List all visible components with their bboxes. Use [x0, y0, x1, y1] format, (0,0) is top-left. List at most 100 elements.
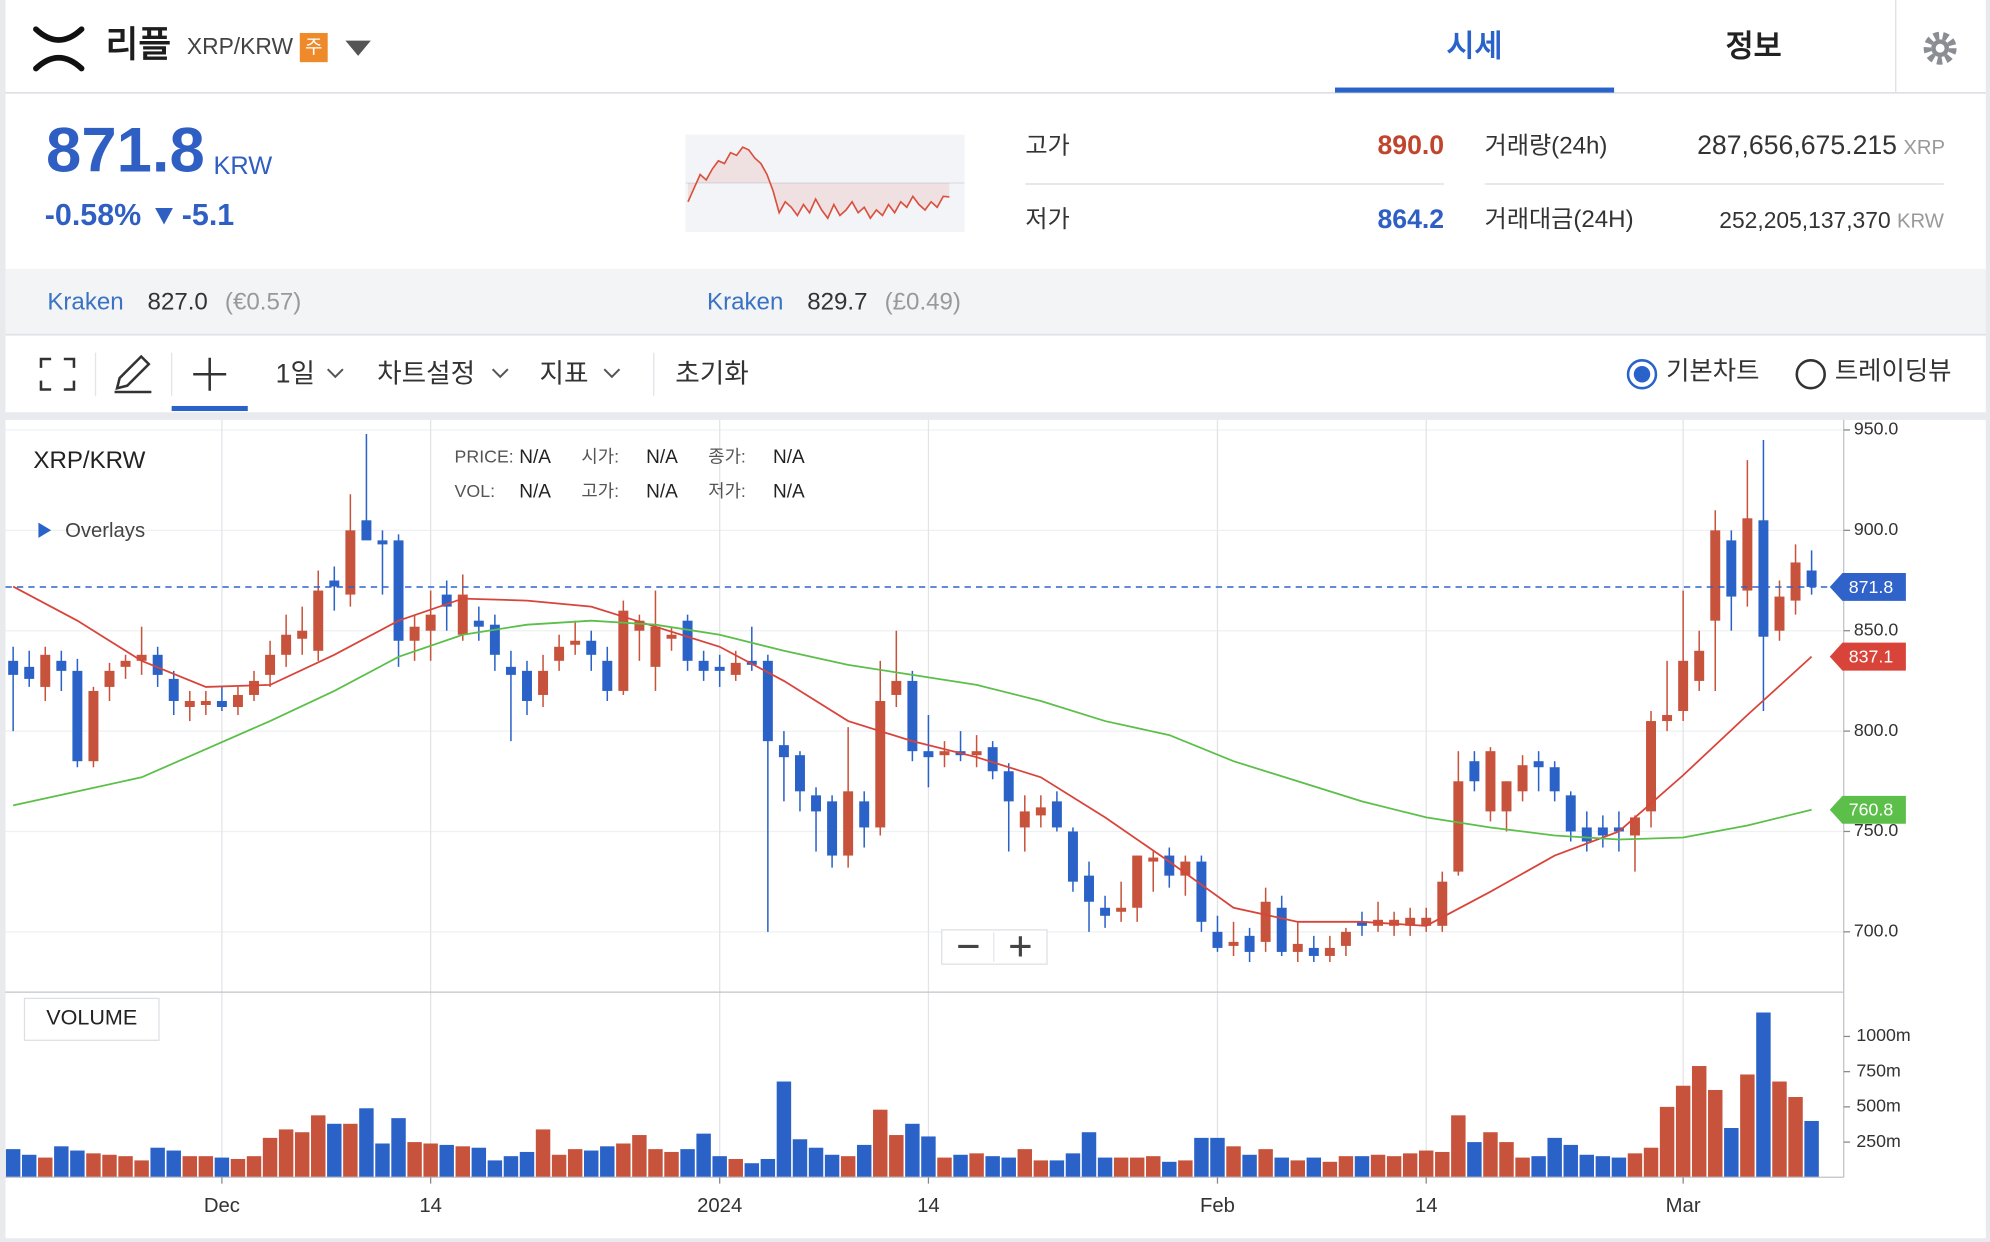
candle-body [650, 626, 661, 667]
volume-bar [969, 1153, 984, 1178]
chart-settings[interactable]: 차트설정 [377, 359, 475, 389]
badge [299, 32, 328, 63]
y-tick-label: 900.0 [1854, 519, 1899, 539]
volume-bar [921, 1136, 936, 1178]
fullscreen-icon[interactable] [39, 357, 76, 391]
candle-body [313, 590, 324, 651]
x-tick-label: Dec [204, 1195, 240, 1217]
label: 저가 [1025, 206, 1069, 233]
candle-body [939, 751, 950, 756]
exchange-name[interactable]: Kraken [707, 289, 783, 316]
volume-bar [840, 1156, 856, 1178]
volume-bar [696, 1133, 711, 1178]
exchange-name[interactable]: Kraken [47, 289, 123, 316]
volume-bar [632, 1135, 647, 1178]
moving-average-label: 760.8 [1849, 800, 1894, 820]
current-price-tag [1829, 572, 1906, 601]
volume-bar [1322, 1161, 1338, 1178]
volume-bar [776, 1081, 792, 1178]
candle-body [200, 700, 211, 705]
volume-bar [808, 1147, 824, 1178]
volume-bar [1804, 1120, 1819, 1178]
candle-body [1100, 907, 1111, 916]
candle-body [1051, 801, 1062, 828]
info-value: N/A [773, 447, 805, 468]
info-value: N/A [646, 481, 678, 502]
info-label: 저가: [708, 481, 746, 501]
volume-bar [134, 1160, 149, 1178]
volume-bar [391, 1118, 406, 1178]
tool-indicator [171, 405, 248, 412]
candle-body [907, 680, 918, 752]
candle-body [1116, 907, 1127, 912]
volume-bar [1065, 1153, 1081, 1178]
zoom-in[interactable] [1010, 936, 1031, 957]
radio[interactable] [1626, 359, 1658, 390]
volume-bar [567, 1149, 583, 1178]
label: 고가 [1025, 133, 1069, 160]
volume-bar [616, 1143, 631, 1178]
volume-bar [1659, 1106, 1675, 1178]
dropdown[interactable] [345, 40, 371, 56]
tab-indicator [1334, 87, 1615, 93]
reset[interactable]: 초기화 [675, 359, 748, 389]
candle-body [1035, 807, 1046, 816]
coin-name: 리플 [106, 24, 171, 64]
volume-bar [1113, 1157, 1129, 1178]
candle-body [570, 640, 581, 645]
candle-body [1485, 751, 1496, 812]
volume-bar [54, 1146, 69, 1178]
volume-bar [1146, 1156, 1161, 1178]
radio-dot [1633, 366, 1651, 383]
candle-body [1019, 811, 1030, 828]
candle-body [1678, 660, 1689, 712]
tab[interactable]: 시세 [1447, 29, 1503, 63]
indicators[interactable]: 지표 [540, 359, 589, 389]
volume-bar [214, 1157, 230, 1178]
volume-bar [198, 1156, 214, 1178]
high: 890.0 [1377, 130, 1444, 160]
candle-body [843, 791, 854, 856]
volume-bar [1129, 1157, 1145, 1178]
volume-bar [873, 1109, 888, 1178]
moving-average [12, 619, 1812, 841]
candle-body [1565, 795, 1576, 832]
candle-body [682, 620, 693, 661]
candle-body [554, 646, 565, 661]
candle-body [1148, 857, 1159, 862]
y-tick-label: 850.0 [1854, 619, 1899, 639]
candle-body [1389, 919, 1400, 926]
radio[interactable] [1795, 359, 1826, 390]
candle-body [120, 660, 131, 667]
y-tick-label: 1000m [1856, 1025, 1910, 1045]
volume-bar [744, 1163, 760, 1178]
x-tick-label: 14 [1415, 1195, 1438, 1217]
volume-bar [343, 1123, 358, 1178]
x-tick-label: 14 [419, 1195, 442, 1217]
expand-icon[interactable] [38, 522, 52, 538]
volume-bar [5, 1149, 21, 1178]
mode[interactable]: 기본차트 [1666, 358, 1759, 386]
candle-body [1421, 917, 1432, 926]
y-tick-label: 750m [1856, 1060, 1900, 1080]
chevron [603, 368, 621, 379]
candle-body [522, 670, 532, 701]
candle-body [249, 680, 259, 695]
volume-bar [1290, 1160, 1305, 1178]
crosshair-icon[interactable] [193, 357, 227, 391]
candle-body [1694, 650, 1705, 681]
candle-body [730, 662, 741, 675]
mode[interactable]: 트레이딩뷰 [1835, 358, 1952, 386]
candle-body [1067, 831, 1078, 882]
interval[interactable]: 1일 [276, 359, 315, 389]
settings-icon[interactable] [1923, 31, 1957, 65]
x-tick-label: 2024 [697, 1195, 742, 1217]
overlays-toggle[interactable]: Overlays [65, 520, 145, 542]
info-value: N/A [519, 447, 551, 468]
volume-bar [1258, 1149, 1273, 1178]
volume-bar [1627, 1153, 1643, 1178]
change-pct: -0.58% [45, 198, 141, 232]
tab[interactable]: 정보 [1726, 29, 1782, 63]
draw-icon[interactable] [114, 354, 152, 394]
